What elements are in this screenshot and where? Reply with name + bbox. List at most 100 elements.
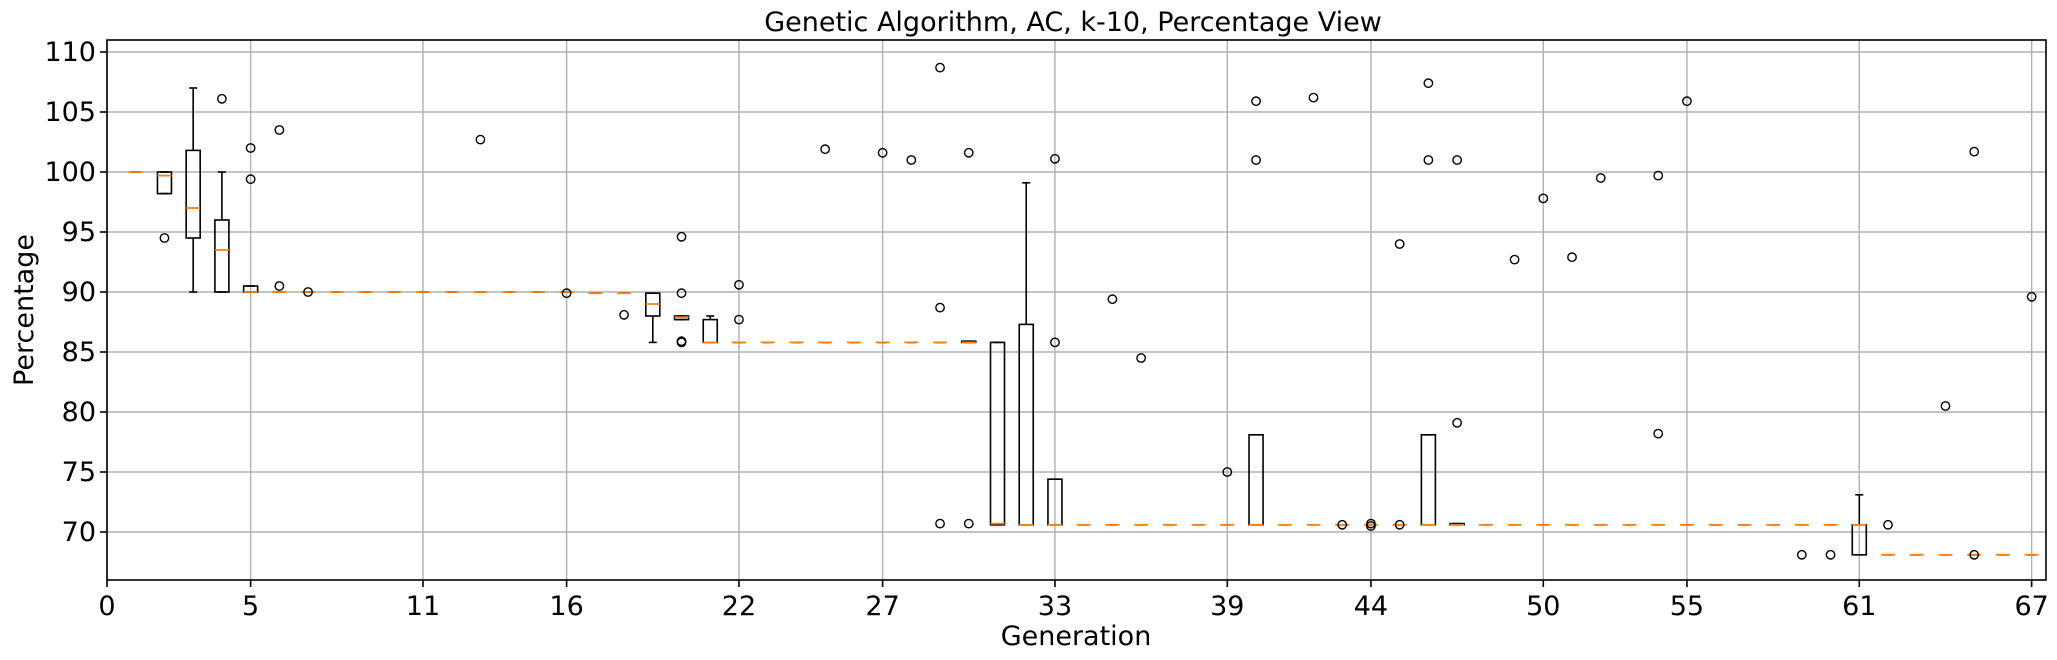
y-tick-label: 90 bbox=[62, 277, 96, 308]
box-plot-gen-49 bbox=[1507, 254, 1522, 526]
y-tick-label: 80 bbox=[62, 397, 96, 428]
outlier-point bbox=[1595, 173, 1606, 183]
box-plot-gen-4 bbox=[214, 93, 230, 293]
box-plot-gen-61 bbox=[1851, 493, 1868, 556]
box-plot-gen-33 bbox=[1047, 153, 1063, 526]
box-plot-gen-39 bbox=[1220, 467, 1235, 526]
outlier-point bbox=[1452, 417, 1463, 428]
box-plot-gen-35 bbox=[1105, 294, 1120, 526]
outlier-point bbox=[1825, 549, 1836, 560]
outlier-point bbox=[676, 336, 687, 347]
box-plot-gen-42 bbox=[1306, 92, 1321, 526]
grid bbox=[106, 40, 2046, 580]
box-plot-gen-46 bbox=[1420, 78, 1437, 526]
box-plot-gen-44 bbox=[1363, 518, 1378, 531]
y-tick-label: 70 bbox=[62, 517, 96, 548]
box-plot-gen-43 bbox=[1335, 519, 1350, 530]
box-plot-gen-7 bbox=[301, 287, 316, 297]
x-tick-label: 27 bbox=[865, 591, 899, 622]
outlier-point bbox=[1337, 519, 1348, 530]
box-plot-gen-13 bbox=[473, 134, 488, 293]
outlier-point bbox=[1308, 92, 1319, 103]
plot-frame bbox=[106, 39, 2047, 581]
outlier-point bbox=[963, 147, 974, 158]
box-plot-gen-52 bbox=[1593, 173, 1608, 526]
box-plot-gen-67 bbox=[2024, 291, 2039, 556]
box-plots bbox=[128, 62, 2039, 560]
outlier-point bbox=[2026, 291, 2037, 302]
outlier-point bbox=[877, 147, 888, 158]
y-tick-label: 95 bbox=[62, 217, 96, 248]
outlier-point bbox=[1394, 519, 1405, 530]
box-plot-gen-5 bbox=[242, 143, 259, 293]
box-plot-gen-65 bbox=[1967, 146, 1982, 560]
outlier-point bbox=[475, 134, 486, 145]
outlier-point bbox=[274, 281, 285, 291]
outlier-point bbox=[561, 288, 572, 299]
y-tick-label: 100 bbox=[44, 157, 96, 188]
box-plot-gen-6 bbox=[272, 125, 287, 293]
box-plot-gen-36 bbox=[1134, 353, 1149, 526]
outlier-point bbox=[1366, 518, 1376, 529]
box-plot-gen-55 bbox=[1679, 96, 1694, 526]
outlier-point bbox=[1452, 155, 1463, 165]
outlier-point bbox=[1394, 239, 1405, 249]
box-plot-gen-60 bbox=[1823, 523, 1838, 560]
outlier-point bbox=[159, 233, 170, 243]
outlier-point bbox=[274, 125, 285, 135]
outlier-point bbox=[1509, 254, 1520, 265]
box-plot-gen-29 bbox=[933, 62, 948, 529]
y-tick-label: 75 bbox=[62, 457, 96, 488]
box-plot-gen-31 bbox=[989, 341, 1006, 526]
box-plot-gen-59 bbox=[1794, 523, 1809, 560]
y-tick-label: 85 bbox=[62, 337, 96, 368]
iqr-box bbox=[214, 219, 230, 293]
outlier-point bbox=[1653, 428, 1664, 439]
y-axis-label: Percentage bbox=[9, 234, 40, 386]
iqr-box bbox=[989, 341, 1006, 526]
outlier-point bbox=[1940, 401, 1951, 411]
box-plot-gen-18 bbox=[617, 292, 632, 320]
y-tick-label: 110 bbox=[44, 37, 96, 68]
outlier-point bbox=[245, 143, 256, 153]
x-tick-label: 0 bbox=[98, 591, 115, 622]
iqr-box bbox=[185, 149, 201, 239]
box-plot-gen-20 bbox=[673, 231, 690, 348]
x-tick-label: 61 bbox=[1842, 591, 1876, 622]
x-tick-label: 50 bbox=[1526, 591, 1560, 622]
box-plot-gen-16 bbox=[559, 288, 574, 299]
outlier-point bbox=[619, 309, 629, 320]
outlier-point bbox=[1107, 294, 1118, 305]
outlier-point bbox=[820, 144, 831, 155]
box-plot-gen-30 bbox=[960, 147, 977, 529]
outlier-point bbox=[935, 62, 945, 73]
outlier-point bbox=[906, 155, 917, 165]
iqr-box bbox=[156, 171, 173, 195]
outlier-point bbox=[245, 174, 256, 185]
box-plot-gen-2 bbox=[156, 171, 173, 243]
x-tick-label: 5 bbox=[242, 591, 259, 622]
x-tick-label: 67 bbox=[2014, 591, 2048, 622]
outlier-point bbox=[935, 518, 945, 529]
outlier-point bbox=[1050, 337, 1060, 348]
box-plot-gen-45 bbox=[1392, 239, 1407, 530]
x-tick-label: 22 bbox=[722, 591, 756, 622]
box-plot-gen-28 bbox=[904, 155, 919, 344]
outlier-point bbox=[734, 314, 744, 325]
outlier-point bbox=[1251, 96, 1261, 107]
x-tick-label: 16 bbox=[549, 591, 583, 622]
box-plot-gen-19 bbox=[644, 292, 661, 344]
outlier-point bbox=[1222, 467, 1233, 477]
outlier-point bbox=[935, 302, 945, 313]
x-tick-label: 33 bbox=[1038, 591, 1072, 622]
box-plot-gen-22 bbox=[731, 279, 746, 344]
box-plot-gen-25 bbox=[818, 144, 833, 344]
outlier-point bbox=[1796, 549, 1807, 560]
outlier-point bbox=[734, 279, 744, 290]
outlier-point bbox=[1136, 353, 1147, 363]
outlier-point bbox=[1538, 193, 1549, 204]
outlier-point bbox=[676, 288, 687, 299]
outlier-point bbox=[1682, 96, 1692, 107]
